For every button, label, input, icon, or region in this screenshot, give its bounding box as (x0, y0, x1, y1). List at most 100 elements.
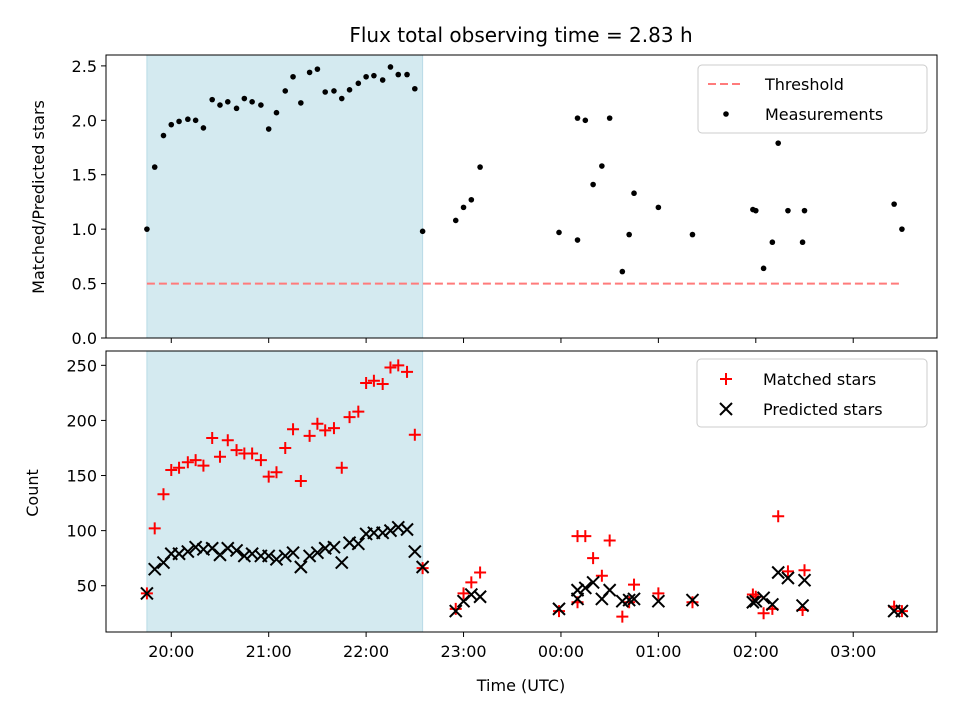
y-tick-label: 250 (66, 356, 97, 375)
matched-star-point (335, 461, 348, 474)
measurement-point (371, 72, 377, 79)
measurement-point (799, 239, 806, 246)
measurement-point (176, 118, 182, 125)
matched-star-point (165, 464, 178, 477)
predicted-star-point (140, 586, 154, 601)
measurement-point (200, 125, 207, 131)
predicted-legend-label: Predicted stars (763, 400, 883, 419)
matched-star-point (189, 454, 202, 467)
measurements-legend-label: Measurements (765, 105, 883, 124)
predicted-star-point (746, 595, 760, 609)
predicted-star-point (749, 594, 763, 608)
y-tick-label: 0.5 (72, 275, 97, 294)
measurement-point (185, 116, 191, 123)
y-tick-label: 50 (77, 577, 97, 596)
matched-star-point (474, 566, 487, 579)
predicted-star-point (302, 549, 317, 563)
measurement-point (217, 102, 223, 108)
matched-star-point (221, 434, 234, 447)
matched-star-point (772, 510, 785, 523)
top-y-ticks: 0.0 0.5 1.0 1.5 2.0 2.5 (72, 57, 106, 348)
predicted-star-point (895, 604, 909, 618)
matched-star-point (246, 447, 259, 460)
predicted-star-point (269, 552, 284, 566)
matched-star-point (553, 605, 566, 618)
predicted-star-point (765, 597, 780, 612)
predicted-star-point (602, 583, 617, 597)
matched-star-point (294, 475, 307, 488)
matched-star-point (181, 456, 194, 469)
measurement-point (599, 163, 605, 169)
measurement-point (151, 164, 158, 170)
predicted-star-point (181, 544, 195, 559)
x-tick-label: 00:00 (538, 642, 584, 661)
star-count-points (140, 359, 909, 623)
measurement-point (760, 265, 767, 272)
measurement-point (282, 88, 289, 94)
predicted-star-point (622, 593, 636, 607)
predicted-star-point (172, 547, 186, 561)
measurement-point (314, 66, 321, 72)
matched-star-point (579, 530, 592, 543)
matched-star-point (327, 422, 340, 435)
matched-star-point (157, 488, 170, 501)
predicted-star-point (351, 537, 366, 551)
matched-star-point (465, 576, 478, 589)
top-legend-box (697, 64, 928, 134)
matched-star-point (303, 429, 316, 442)
matched-star-point (279, 441, 292, 454)
measurement-point (590, 181, 596, 188)
matched-legend-label: Matched stars (763, 370, 876, 389)
measurement-point (574, 115, 581, 121)
matched-star-point (213, 450, 226, 463)
measurement-point (606, 115, 613, 121)
measurement-point (899, 226, 905, 232)
predicted-star-point (408, 544, 422, 559)
measurement-point (891, 201, 897, 207)
measurement-point (412, 85, 418, 92)
measurement-point (769, 239, 776, 246)
matched-star-point (798, 564, 811, 577)
matched-star-point (408, 428, 421, 441)
predicted-star-point (685, 593, 700, 607)
predicted-star-point (188, 540, 203, 554)
top-panel: 0.0 0.5 1.0 1.5 2.0 2.5 Matched/Predicted sta… (29, 54, 938, 348)
matched-star-point (367, 374, 380, 387)
bottom-shaded-span (146, 350, 424, 633)
bottom-legend: Matched stars Predicted stars (696, 358, 928, 428)
threshold-legend-label: Threshold (764, 75, 844, 94)
matched-star-point (376, 378, 389, 391)
predicted-star-point (261, 549, 276, 563)
measurement-point (144, 226, 150, 232)
y-tick-label: 100 (66, 522, 97, 541)
measurement-point (404, 71, 410, 78)
predicted-star-point (310, 545, 325, 560)
bottom-plot-frame (105, 350, 938, 633)
measurement-point (387, 64, 394, 70)
measurement-point (556, 229, 562, 236)
measurement-point (619, 268, 626, 275)
measurement-point (258, 102, 264, 108)
matched-star-point (230, 444, 243, 457)
x-tick-label: 03:00 (830, 642, 876, 661)
matched-star-point (148, 522, 161, 535)
measurement-point (192, 117, 199, 124)
predicted-star-point (651, 594, 666, 608)
measurement-point (224, 99, 231, 105)
measurement-point (574, 237, 581, 243)
predicted-star-point (286, 545, 300, 560)
y-tick-label: 0.0 (72, 329, 97, 348)
matched-star-point (781, 565, 794, 578)
y-tick-label: 2.5 (72, 57, 97, 76)
predicted-star-point (229, 543, 244, 558)
top-x-ticks (170, 338, 854, 343)
measurement-point (631, 190, 637, 197)
measurement-point (249, 99, 255, 105)
matched-star-point (319, 424, 332, 437)
matched-star-point (311, 417, 324, 430)
matched-star-point (343, 411, 356, 424)
predicted-star-point (335, 555, 349, 570)
measurement-point (419, 228, 426, 235)
predicted-legend-icon (719, 402, 733, 416)
